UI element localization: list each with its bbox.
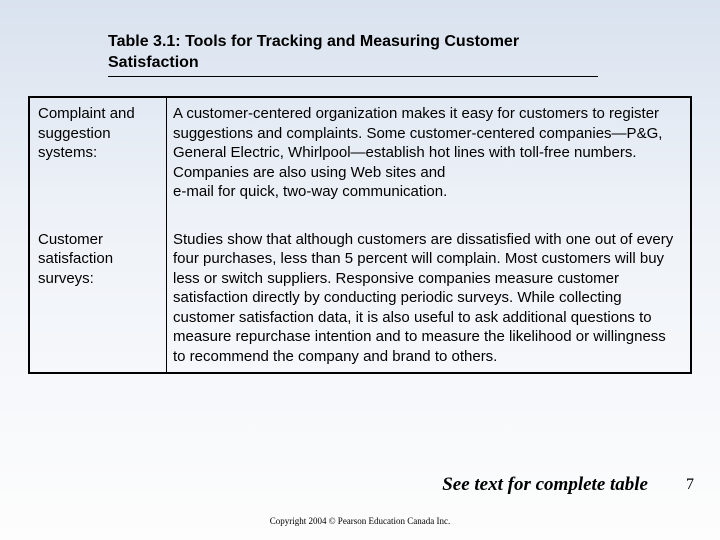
row-label: Customer satisfaction surveys:: [30, 208, 167, 373]
copyright-line: Copyright 2004 © Pearson Education Canad…: [0, 516, 720, 526]
table-row: Customer satisfaction surveys: Studies s…: [30, 208, 690, 373]
page-number: 7: [686, 476, 694, 494]
see-text-note: See text for complete table: [442, 474, 648, 496]
row-desc: Studies show that although customers are…: [167, 208, 690, 373]
tools-table: Complaint and suggestion systems: A cust…: [28, 96, 692, 374]
row-desc: A customer-centered organization makes i…: [167, 98, 690, 208]
row-label: Complaint and suggestion systems:: [30, 98, 167, 208]
table-title: Table 3.1: Tools for Tracking and Measur…: [108, 32, 598, 77]
table-row: Complaint and suggestion systems: A cust…: [30, 98, 690, 208]
